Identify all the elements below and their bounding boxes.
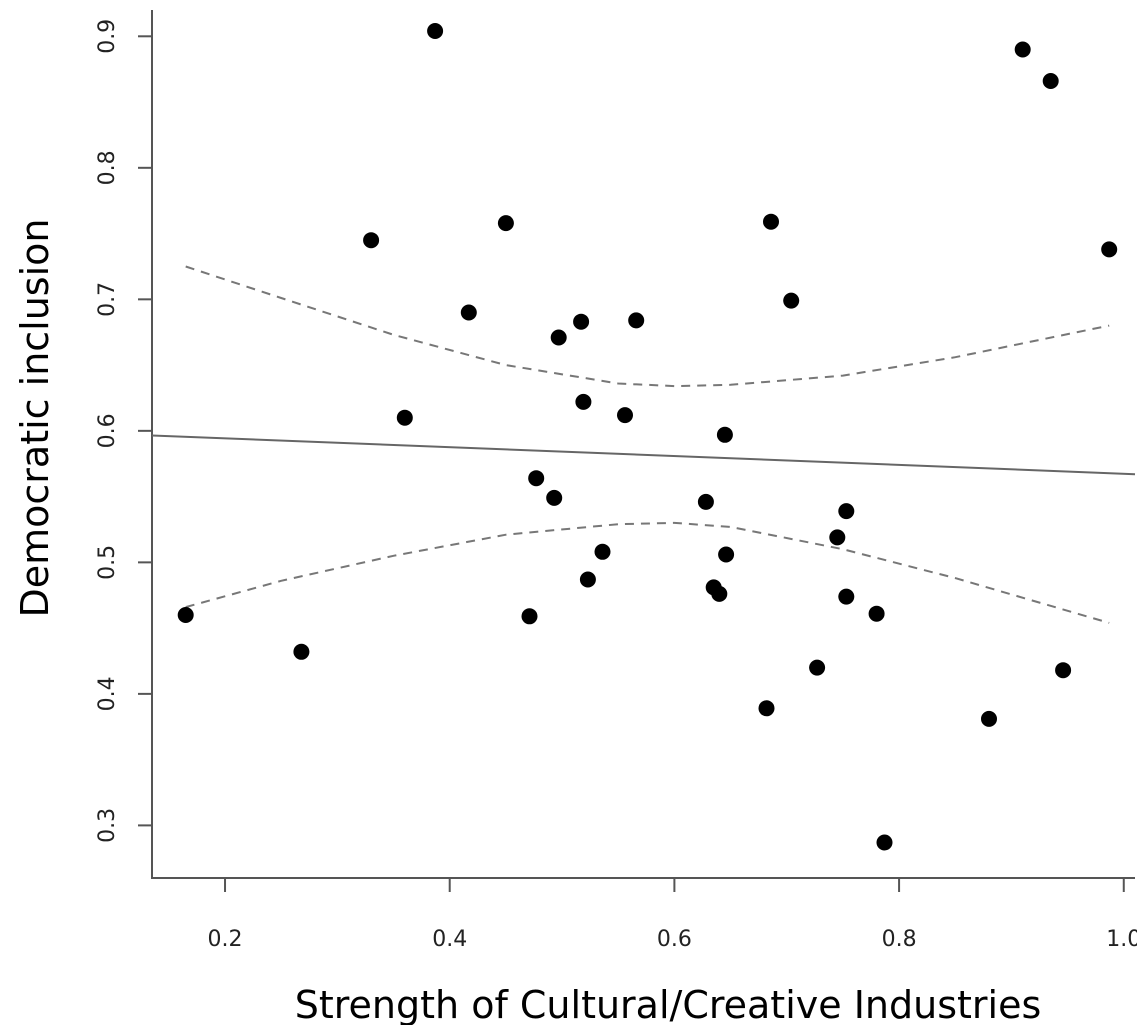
x-axis-title: Strength of Cultural/Creative Industries <box>295 983 1042 1025</box>
confidence-band-lower <box>185 521 1110 624</box>
y-tick-label: 0.9 <box>95 19 120 54</box>
data-point <box>497 215 514 232</box>
y-tick-label: 0.5 <box>95 545 120 580</box>
y-tick-label: 0.6 <box>95 413 120 448</box>
data-point <box>521 608 538 625</box>
data-point <box>396 409 413 426</box>
x-axis-ticks: 0.2 0.4 0.6 0.8 1.0 <box>208 878 1137 952</box>
data-point <box>829 529 846 546</box>
data-point <box>697 493 714 510</box>
data-point <box>763 213 779 230</box>
confidence-band-upper <box>185 265 1110 388</box>
fit-lines <box>151 265 1136 624</box>
data-point <box>528 470 545 487</box>
y-axis-ticks: 0.3 0.4 0.5 0.6 0.7 0.8 0.9 <box>95 19 152 843</box>
data-point <box>716 426 733 443</box>
data-point <box>809 659 826 676</box>
x-tick-label: 0.2 <box>208 927 243 952</box>
data-point <box>293 643 310 660</box>
plot-frame <box>151 10 1135 879</box>
data-point <box>617 407 633 424</box>
data-point <box>427 23 444 39</box>
data-point <box>575 393 592 410</box>
data-point <box>758 700 775 717</box>
x-tick-label: 0.4 <box>432 927 467 952</box>
data-point <box>594 543 611 560</box>
data-points <box>177 23 1118 851</box>
axes <box>151 10 1135 879</box>
data-point <box>838 503 855 520</box>
data-point <box>628 312 645 329</box>
y-tick-label: 0.3 <box>95 808 120 843</box>
y-tick-label: 0.4 <box>95 676 120 711</box>
data-point <box>1055 662 1072 679</box>
data-point <box>546 489 563 506</box>
data-point <box>718 546 735 563</box>
x-tick-label: 0.8 <box>882 927 917 952</box>
data-point <box>981 710 997 727</box>
data-point <box>1042 73 1059 89</box>
regression-line <box>151 434 1136 476</box>
y-tick-label: 0.7 <box>95 282 120 317</box>
data-point <box>783 292 800 309</box>
y-axis-title: Democratic inclusion <box>13 219 57 618</box>
data-point <box>876 834 893 851</box>
data-point <box>1014 41 1031 58</box>
data-point <box>177 607 194 623</box>
y-tick-label: 0.8 <box>95 150 120 185</box>
data-point <box>579 571 596 588</box>
data-point <box>711 585 728 602</box>
x-tick-label: 0.6 <box>657 927 692 952</box>
data-point <box>363 232 380 249</box>
data-point <box>550 329 567 346</box>
data-point <box>573 313 590 330</box>
data-point <box>838 588 855 605</box>
data-point <box>1101 241 1118 258</box>
data-point <box>460 304 477 321</box>
x-tick-label: 1.0 <box>1106 927 1137 952</box>
data-point <box>868 605 885 622</box>
